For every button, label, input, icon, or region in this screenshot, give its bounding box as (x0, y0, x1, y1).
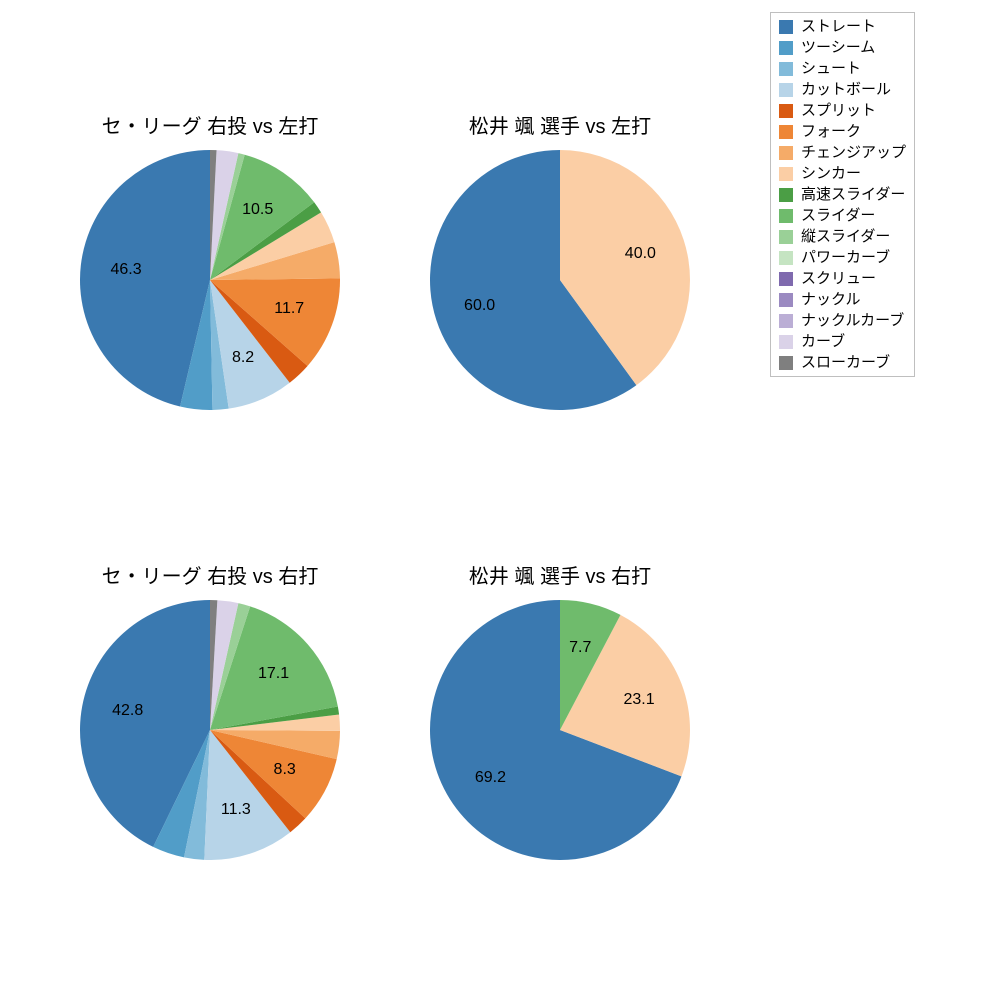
pie-label: 8.2 (232, 349, 254, 367)
pie-chart-tl: 46.3 8.2 11.7 10.5 (80, 150, 340, 410)
legend-label: シュート (801, 61, 861, 76)
legend-item: スクリュー (779, 271, 906, 286)
legend-item: ストレート (779, 19, 906, 34)
legend-label: ナックルカーブ (801, 313, 904, 328)
pie-label: 10.5 (242, 201, 273, 219)
legend-item: カーブ (779, 334, 906, 349)
legend-label: スライダー (801, 208, 875, 223)
pie-chart-br: 69.2 23.1 7.7 (430, 600, 690, 860)
legend-swatch (779, 356, 793, 370)
legend-item: シンカー (779, 166, 906, 181)
pie-label: 69.2 (475, 769, 506, 787)
legend-label: ツーシーム (801, 40, 875, 55)
legend-item: ナックル (779, 292, 906, 307)
pie-chart-tr: 60.0 40.0 (430, 150, 690, 410)
legend-swatch (779, 167, 793, 181)
pie-label: 11.3 (221, 801, 251, 819)
legend-label: ナックル (801, 292, 861, 307)
pie-chart-bl: 42.8 11.3 8.3 17.1 (80, 600, 340, 860)
legend-label: 高速スライダー (801, 187, 905, 202)
legend-swatch (779, 41, 793, 55)
legend-swatch (779, 230, 793, 244)
legend-item: 高速スライダー (779, 187, 906, 202)
chart-title-tl: セ・リーグ 右投 vs 左打 (30, 110, 390, 139)
legend-swatch (779, 62, 793, 76)
legend-item: パワーカーブ (779, 250, 906, 265)
legend-swatch (779, 104, 793, 118)
legend-swatch (779, 293, 793, 307)
legend-label: シンカー (801, 166, 861, 181)
pie-label: 46.3 (110, 261, 141, 279)
legend-item: 縦スライダー (779, 229, 906, 244)
chart-title-tr: 松井 颯 選手 vs 左打 (380, 110, 740, 139)
legend-item: カットボール (779, 82, 906, 97)
legend-label: カットボール (801, 82, 891, 97)
legend-item: スプリット (779, 103, 906, 118)
legend-swatch (779, 188, 793, 202)
legend-item: フォーク (779, 124, 906, 139)
legend-swatch (779, 125, 793, 139)
legend-swatch (779, 20, 793, 34)
legend-label: スローカーブ (801, 355, 890, 370)
legend-label: フォーク (801, 124, 861, 139)
legend-swatch (779, 314, 793, 328)
legend-label: 縦スライダー (801, 229, 890, 244)
legend-item: スローカーブ (779, 355, 906, 370)
legend-swatch (779, 146, 793, 160)
pie-label: 8.3 (274, 761, 296, 779)
legend-label: チェンジアップ (801, 145, 906, 160)
legend-label: スプリット (801, 103, 876, 118)
legend-item: ツーシーム (779, 40, 906, 55)
pie-label: 7.7 (569, 639, 591, 657)
legend-item: スライダー (779, 208, 906, 223)
pie-label: 11.7 (274, 300, 304, 318)
figure: セ・リーグ 右投 vs 左打 松井 颯 選手 vs 左打 セ・リーグ 右投 vs… (0, 0, 1000, 1000)
pie-label: 23.1 (623, 691, 654, 709)
pie-label: 17.1 (258, 665, 289, 683)
legend-label: スクリュー (801, 271, 876, 286)
legend-swatch (779, 335, 793, 349)
legend-swatch (779, 209, 793, 223)
legend-item: チェンジアップ (779, 145, 906, 160)
pie-label: 60.0 (464, 297, 495, 315)
chart-title-bl: セ・リーグ 右投 vs 右打 (30, 560, 390, 589)
legend-item: シュート (779, 61, 906, 76)
legend: ストレートツーシームシュートカットボールスプリットフォークチェンジアップシンカー… (770, 12, 915, 377)
chart-title-br: 松井 颯 選手 vs 右打 (380, 560, 740, 589)
legend-swatch (779, 83, 793, 97)
legend-swatch (779, 272, 793, 286)
pie-label: 40.0 (625, 245, 656, 263)
legend-label: ストレート (801, 19, 876, 34)
legend-label: カーブ (801, 334, 845, 349)
pie-label: 42.8 (112, 702, 143, 720)
legend-item: ナックルカーブ (779, 313, 906, 328)
legend-label: パワーカーブ (801, 250, 890, 265)
legend-swatch (779, 251, 793, 265)
